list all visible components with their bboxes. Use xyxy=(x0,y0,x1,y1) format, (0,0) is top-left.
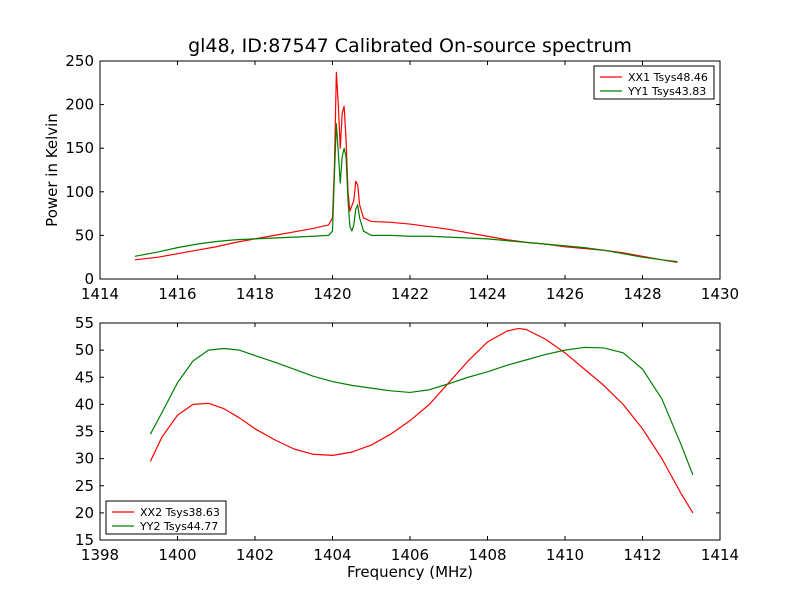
panel-1-series-line-2 xyxy=(134,123,678,263)
panel-1-y-tick-label: 250 xyxy=(65,52,94,70)
panel-2-y-tick-label: 50 xyxy=(75,341,94,359)
panel-1-x-tick-label: 1426 xyxy=(546,285,584,303)
panel-1-y-axis-title: Power in Kelvin xyxy=(43,113,61,227)
panel-1-x-tick-label: 1430 xyxy=(701,285,739,303)
panel-2-x-tick-label: 1404 xyxy=(313,546,351,564)
panel-2-series-line-1 xyxy=(149,327,694,514)
panel-2-y-tick-label: 25 xyxy=(75,477,94,495)
panel-2-y-tick-label: 20 xyxy=(75,504,94,522)
panel-1-x-tick-label: 1428 xyxy=(623,285,661,303)
panel-2-y-tick-label: 55 xyxy=(75,314,94,332)
panel-1-y-tick-label: 50 xyxy=(75,226,94,244)
panel-1-x-tick-label: 1424 xyxy=(468,285,506,303)
panel-2-x-tick-label: 1398 xyxy=(81,546,119,564)
panel-1-x-tick-label: 1418 xyxy=(236,285,274,303)
panel-1-legend-box xyxy=(593,65,715,100)
panel-2-x-tick-label: 1408 xyxy=(468,546,506,564)
panel-2-y-tick-label: 35 xyxy=(75,423,94,441)
panel-2-x-tick-label: 1402 xyxy=(236,546,274,564)
panel-1-y-tick-label: 200 xyxy=(65,96,94,114)
panel-2-x-tick-label: 1400 xyxy=(158,546,196,564)
figure-title: gl48, ID:87547 Calibrated On-source spec… xyxy=(188,35,632,57)
panel-2-x-tick-label: 1410 xyxy=(546,546,584,564)
panel-2-x-tick-label: 1412 xyxy=(623,546,661,564)
panel-2-x-tick-label: 1414 xyxy=(701,546,739,564)
panel-2-y-tick-label: 40 xyxy=(75,395,94,413)
panel-2-x-tick-label: 1406 xyxy=(391,546,429,564)
panel-1-legend-label-2: YY1 Tsys43.83 xyxy=(627,85,706,98)
panel-1-y-tick-label: 150 xyxy=(65,139,94,157)
panel-2-y-tick-label: 30 xyxy=(75,450,94,468)
panel-1-x-tick-label: 1416 xyxy=(158,285,196,303)
panel-1-x-tick-label: 1420 xyxy=(313,285,351,303)
panel-2-legend-label-1: XX2 Tsys38.63 xyxy=(140,506,220,519)
panel-1-x-tick-label: 1422 xyxy=(391,285,429,303)
panel-1-legend-label-1: XX1 Tsys48.46 xyxy=(628,71,708,84)
panel-1-y-tick-label: 100 xyxy=(65,183,94,201)
panel-2-legend-box xyxy=(105,500,227,535)
panel-2-y-tick-label: 45 xyxy=(75,368,94,386)
panel-2-y-tick-label: 15 xyxy=(75,531,94,549)
panel-2-series-line-2 xyxy=(149,346,694,476)
panel-2-legend-label-2: YY2 Tsys44.77 xyxy=(139,520,218,533)
panel-2-x-axis-title: Frequency (MHz) xyxy=(347,563,473,581)
panel-1-y-tick-label: 0 xyxy=(84,270,94,288)
panel-1-x-tick-label: 1414 xyxy=(81,285,119,303)
panel-1-series-line-1 xyxy=(134,71,678,264)
